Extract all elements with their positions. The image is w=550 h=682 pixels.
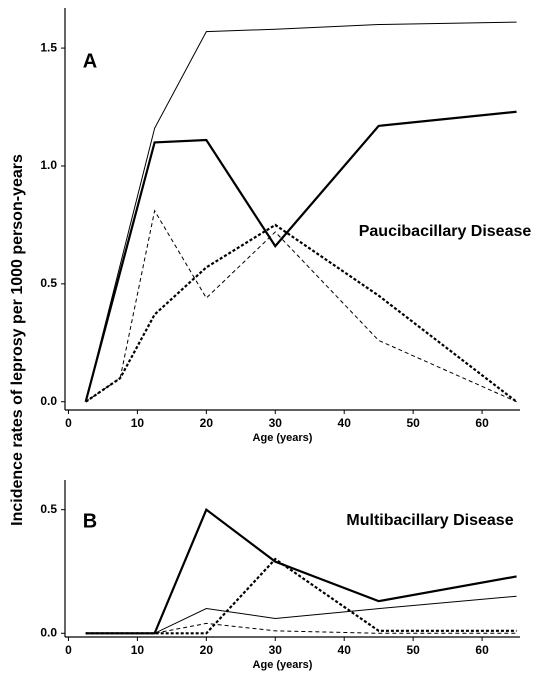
data-line [84,110,517,403]
x-tick-label: 20 [200,416,214,430]
data-line [85,622,517,634]
annotation: Multibacillary Disease [346,512,513,529]
x-tick-label: 50 [406,643,420,657]
y-axis-label: Incidence rates of leprosy per 1000 pers… [9,154,26,526]
x-tick-label: 50 [406,416,420,430]
y-tick-label: 0.5 [40,502,57,516]
x-tick-label: 40 [338,416,352,430]
x-tick-label: 30 [269,643,283,657]
y-tick-label: 0.0 [40,625,57,639]
x-tick-label: 10 [131,416,145,430]
y-tick-label: 1.0 [40,158,57,172]
data-line [85,557,517,635]
x-tick-label: 10 [131,643,145,657]
x-tick-label: 20 [200,643,214,657]
annotation: Paucibacillary Disease [359,223,532,240]
data-line [85,223,518,403]
x-axis-label: Age (years) [253,659,313,671]
data-line [85,21,517,402]
y-tick-label: 0.5 [40,276,57,290]
x-tick-label: 30 [269,416,283,430]
x-axis-label: Age (years) [253,432,313,444]
panel-label: A [83,50,97,72]
panel-label: B [83,510,97,532]
x-tick-label: 60 [475,643,489,657]
x-tick-label: 60 [475,416,489,430]
y-tick-label: 0.0 [40,394,57,408]
y-tick-label: 1.5 [40,40,57,54]
x-tick-label: 40 [338,643,352,657]
data-line [85,595,517,634]
x-tick-label: 0 [65,643,72,657]
x-tick-label: 0 [65,416,72,430]
